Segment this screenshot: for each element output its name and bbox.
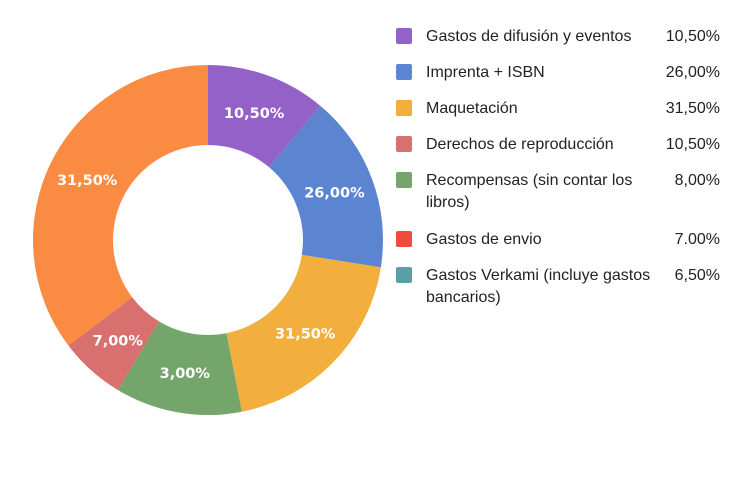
legend-item: Imprenta + ISBN 26,00% <box>396 62 720 98</box>
legend-item: Gastos Verkami (incluye gastos bancarios… <box>396 265 720 324</box>
slice-label: 26,00% <box>304 186 365 202</box>
legend-label: Gastos de envio <box>426 231 542 248</box>
legend-label: Derechos de reproducción <box>426 136 614 153</box>
legend-value: 8,00% <box>674 172 720 189</box>
legend-swatch <box>396 267 412 283</box>
legend-value: 10,50% <box>665 136 720 153</box>
donut-slice <box>208 65 321 168</box>
slice-label: 31,50% <box>57 173 118 189</box>
legend-label: Gastos Verkami (incluye gastos bancarios… <box>426 267 651 306</box>
legend-label: Recompensas (sin contar los libros) <box>426 172 633 211</box>
legend-value: 26,00% <box>665 64 720 81</box>
legend-item: Gastos de envio 7.00% <box>396 229 720 265</box>
legend-label: Maquetación <box>426 100 518 117</box>
legend-value: 7.00% <box>674 231 720 248</box>
legend-label: Gastos de difusión y eventos <box>426 28 632 45</box>
slice-label: 10,50% <box>224 106 285 122</box>
donut-chart: 10,50% 26,00% 31,50% 3,00% 7,00% 31,50% <box>33 65 383 416</box>
legend-value: 31,50% <box>665 100 720 117</box>
legend-item: Gastos de difusión y eventos 10,50% <box>396 26 720 62</box>
legend-value: 6,50% <box>674 267 720 284</box>
slice-label: 3,00% <box>160 366 211 382</box>
legend-swatch <box>396 231 412 247</box>
donut-slice <box>33 65 208 346</box>
legend-item: Recompensas (sin contar los libros) 8,00% <box>396 170 720 229</box>
legend-swatch <box>396 100 412 116</box>
slice-label: 7,00% <box>93 333 144 349</box>
legend-swatch <box>396 172 412 188</box>
legend: Gastos de difusión y eventos 10,50% Impre… <box>396 26 720 324</box>
legend-item: Maquetación 31,50% <box>396 98 720 134</box>
slice-label: 31,50% <box>275 327 336 343</box>
legend-swatch <box>396 64 412 80</box>
legend-label: Imprenta + ISBN <box>426 64 545 81</box>
donut-slice <box>68 297 160 391</box>
legend-value: 10,50% <box>665 28 720 45</box>
legend-swatch <box>396 28 412 44</box>
donut-slice <box>226 254 381 412</box>
legend-item: Derechos de reproducción 10,50% <box>396 134 720 170</box>
donut-slice <box>269 105 383 268</box>
donut-slice <box>117 321 242 416</box>
legend-swatch <box>396 136 412 152</box>
